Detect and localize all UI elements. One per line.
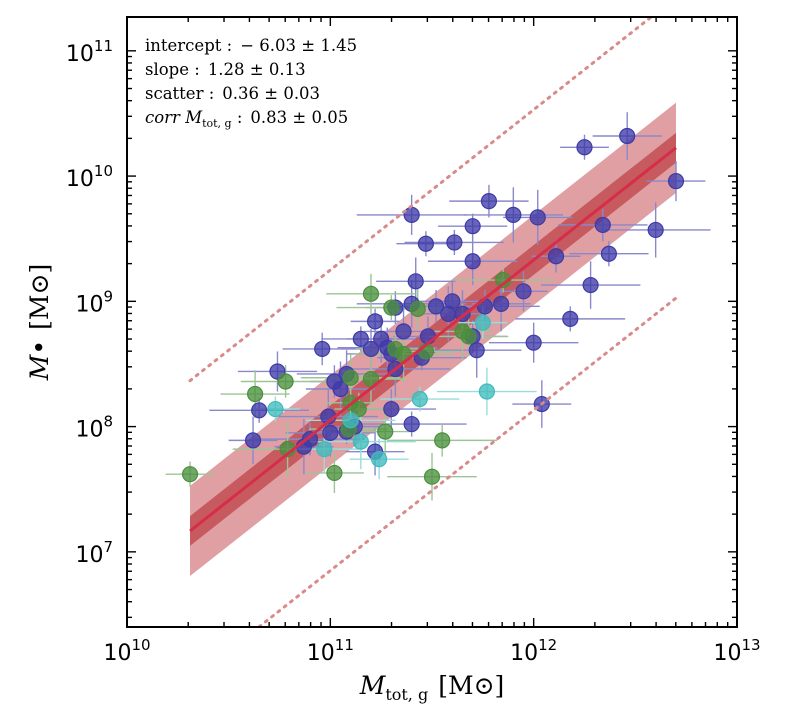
cyan-point [474,314,491,331]
blue-point [366,313,384,330]
y-axis-label: M•[M⊙] [25,264,54,381]
x-tick-label: 1010 [103,636,150,666]
green-point [247,385,264,403]
blue-point [582,276,599,294]
blue-point [407,273,424,290]
fit-stats: intercept : − 6.03 ± 1.45 slope :1.28 ± 0… [145,36,357,130]
blue-point [440,305,457,322]
x-tick-label: 1013 [713,636,760,666]
green-point [409,300,426,317]
blue-point [562,310,579,327]
green-point [326,464,343,482]
blue-point [403,206,420,224]
stat-intercept: intercept : − 6.03 ± 1.45 [145,36,357,55]
cyan-point [411,390,428,408]
x-tick-label: 1011 [307,636,354,666]
blue-point [600,245,618,262]
blue-point [352,330,369,348]
blue-point [464,218,481,235]
blue-point [480,193,498,210]
blue-point [362,340,380,358]
green-point [342,369,359,386]
green-point [434,432,451,449]
cyan-point [342,412,359,429]
stat-slope: slope :1.28 ± 0.13 [145,60,306,79]
green-point [181,466,199,483]
blue-point [403,415,420,433]
blue-point [619,127,636,145]
blue-point [647,221,664,239]
blue-point [464,253,481,270]
cyan-point [267,400,284,418]
cyan-point [371,451,388,468]
blue-point [314,340,331,358]
blue-point [505,206,522,224]
blue-point [427,298,445,315]
plot-frame [126,16,738,628]
fit-line [189,146,677,533]
blue-point [515,283,532,300]
blue-point [576,139,593,156]
blue-point [525,334,542,351]
blue-point [332,380,349,398]
stat-scatter: scatter :0.36 ± 0.03 [145,84,320,103]
blue-point [594,216,611,234]
x-axis-label: Mtot, g [M⊙] [359,671,505,704]
green-point [377,423,394,440]
blue-point [395,323,412,340]
blue-point [667,172,685,190]
fit-line-layer [188,17,678,627]
blue-point [468,342,485,359]
blue-point [251,402,268,419]
y-tick-label: 107 [75,538,113,568]
green-point [362,285,380,302]
cyan-point [478,383,495,400]
tick-layer [126,17,738,627]
y-tick-label: 1011 [66,37,113,67]
green-point [383,299,400,316]
green-point [277,373,294,390]
blue-point [529,209,546,226]
cyan-point [316,441,333,458]
y-tick-label: 108 [75,413,113,443]
blue-point [244,432,262,449]
blue-point [446,234,463,251]
x-tick-label: 1012 [510,636,557,666]
green-point [423,468,441,485]
blue-point [493,295,510,312]
green-point [460,328,477,345]
blue-point [417,235,434,252]
blue-point [322,424,339,441]
blue-point [373,330,390,348]
point-layer [181,127,685,485]
tick-label-layer: 1010 1011 1012 1013 107 108 109 1010 1011 [66,37,761,666]
lower-dotted-line [256,296,678,627]
cyan-point [352,433,369,450]
plot-area [165,17,711,627]
blue-point [383,400,400,418]
y-tick-label: 1010 [66,162,113,192]
stat-corr: corr Mtot, g :0.83 ± 0.05 [145,108,348,130]
upper-dotted-line [188,17,654,383]
y-tick-label: 109 [75,287,113,317]
blue-point [547,248,565,265]
